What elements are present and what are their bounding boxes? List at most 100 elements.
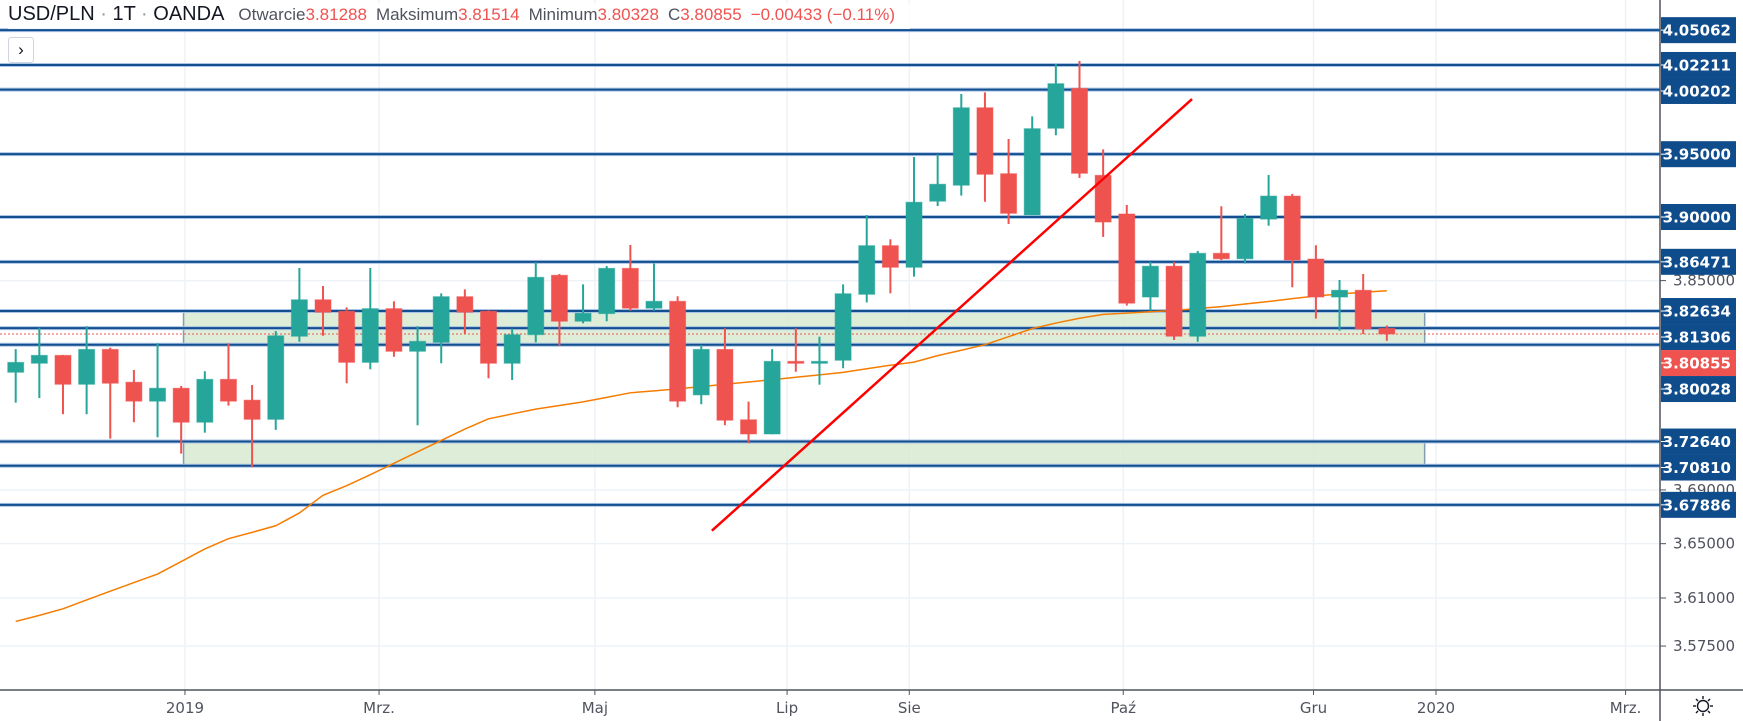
low-value: 3.80328 [597,5,659,24]
price-tick-label: 3.61000 [1673,589,1735,607]
candle-body-down [1283,195,1301,261]
candle-body-down [1354,289,1372,330]
price-tick-label: 3.57500 [1673,637,1735,655]
candle-body-up [763,360,781,435]
high-value: 3.81514 [458,5,520,24]
time-tick-label[interactable]: Sie [898,699,921,717]
price-label-text[interactable]: 3.80855 [1663,355,1731,373]
price-label-text[interactable]: 3.81306 [1663,329,1731,347]
candle-body-down [881,245,899,268]
candle-body-down [740,419,758,435]
candle-body-down [456,296,474,313]
time-tick-label[interactable]: 2019 [166,699,204,717]
toggle-legend-button[interactable]: › [8,37,34,63]
zone-rectangle [182,440,1426,467]
time-tick-label[interactable]: Mrz. [1610,699,1642,717]
candle-body-down [1071,87,1088,174]
candle-body-up [78,348,96,385]
price-label-box[interactable] [1661,141,1736,168]
price-label-text[interactable]: 3.82634 [1663,303,1731,321]
candle-body-up [645,300,663,309]
time-tick-label[interactable]: Gru [1300,699,1327,717]
candle-body-up [409,340,427,352]
candle-body-down [1118,213,1136,304]
price-label-box[interactable] [1661,376,1736,403]
candle-body-down [480,310,497,364]
candle-body-up [7,361,25,373]
open-value: 3.81288 [305,5,367,24]
candle-body-down [1000,173,1018,214]
close-value: 3.80855 [680,5,742,24]
candle-body-up [527,276,545,336]
candle-body-down [1212,252,1230,260]
candle-body-up [858,245,876,295]
price-axis-labels[interactable]: 3.850003.690003.650003.610003.575004.050… [1660,17,1736,655]
close-label: C [667,5,681,24]
price-label-text[interactable]: 4.02211 [1663,56,1731,74]
candle-body-down [172,387,190,423]
trendline-line[interactable] [711,98,1193,532]
price-label-box[interactable] [1661,350,1736,377]
candle-body-up [30,354,48,364]
time-tick-label[interactable]: Maj [582,699,608,717]
candle-body-down [1165,265,1183,337]
time-tick-label[interactable]: 2020 [1417,699,1455,717]
price-label-box[interactable] [1661,204,1736,230]
price-label-box[interactable] [1661,298,1736,325]
price-tick-label: 3.85000 [1673,272,1735,290]
horizontal-levels [0,28,1660,507]
separator: · [100,3,107,25]
candle-body-down [54,354,72,385]
candle-body-down [385,308,403,352]
candle-body-down [101,348,119,384]
price-label-text[interactable]: 3.86471 [1663,253,1731,271]
price-label-box[interactable] [1661,77,1736,104]
candle-body-up [1260,195,1278,220]
candle-body-down [243,399,261,420]
high-label: Maksimum [375,5,459,24]
price-label-text[interactable]: 3.80028 [1663,381,1731,399]
price-label-box[interactable] [1661,491,1736,518]
candle-body-down [550,274,568,322]
scale-settings-button[interactable] [1690,693,1716,719]
candle-body-up [1141,265,1159,298]
candle-body-down [219,378,237,402]
candle-body-up [267,335,285,420]
price-label-box[interactable] [1661,454,1736,481]
candle-body-down [338,310,356,363]
price-label-text[interactable]: 3.90000 [1663,209,1731,227]
price-label-text[interactable]: 3.67886 [1663,496,1731,514]
time-axis-labels[interactable]: 2019 Mrz. Maj Lip Sie Paź Gru 2020 Mrz. [166,690,1642,717]
time-tick-label[interactable]: Paź [1111,699,1137,717]
candle-body-up [1023,128,1041,216]
trendline[interactable] [711,98,1193,532]
candle-body-up [290,299,308,337]
candle-body-down [669,300,687,402]
candle-body-up [1189,252,1207,337]
price-label-text[interactable]: 4.05062 [1663,22,1731,40]
price-label-box[interactable] [1661,51,1736,78]
price-label-box[interactable] [1661,17,1736,44]
symbol-title[interactable]: USD/PLN · 1T · OANDA [8,3,224,26]
candle-body-up [149,387,167,402]
low-label: Minimum [528,5,598,24]
time-tick-label[interactable]: Lip [776,699,798,717]
open-label: Otwarcie [238,5,306,24]
candle-body-up [1047,83,1065,129]
price-label-box[interactable] [1661,428,1736,455]
price-label-text[interactable]: 4.00202 [1663,82,1731,100]
candle-body-up [503,334,521,364]
candle-body-up [361,308,379,363]
interval: 1T [112,3,136,25]
price-label-text[interactable]: 3.72640 [1663,433,1731,451]
candle-body-down [976,107,994,175]
price-label-text[interactable]: 3.95000 [1663,146,1731,164]
time-axis-background [0,690,1743,721]
price-label-box[interactable] [1661,248,1736,275]
price-label-text[interactable]: 3.70810 [1663,459,1731,477]
time-tick-label[interactable]: Mrz. [363,699,395,717]
legend-header: USD/PLN · 1T · OANDA Otwarcie 3.81288 Mak… [8,3,910,29]
price-label-box[interactable] [1661,324,1736,351]
